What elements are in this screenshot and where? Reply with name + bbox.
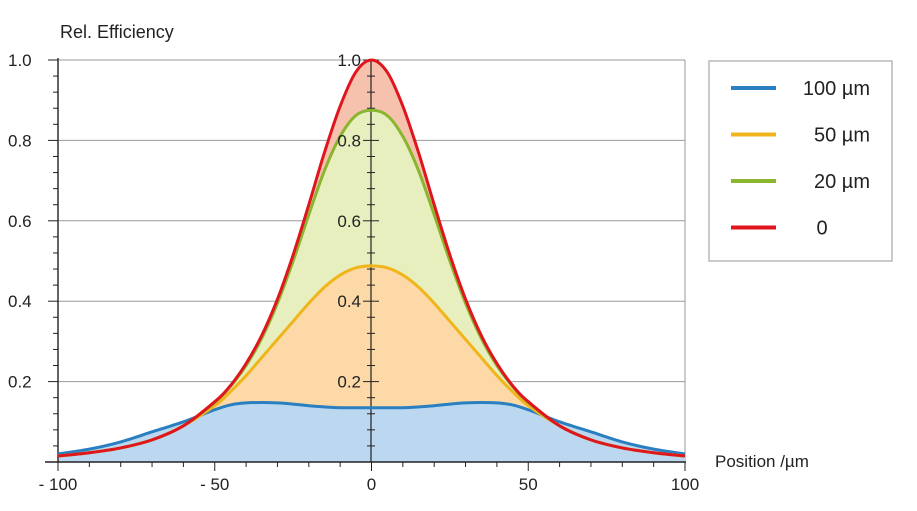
y-tick-label: 0.4 <box>8 292 32 311</box>
y-tick-label: 0.8 <box>8 131 32 150</box>
center-tick-label: 0.2 <box>337 373 361 392</box>
legend-label: 20 µm <box>814 171 870 193</box>
axes <box>45 58 686 471</box>
legend-label: 50 µm <box>814 125 870 147</box>
series-line <box>57 401 686 456</box>
series-line <box>57 58 686 458</box>
center-tick-label: 1.0 <box>337 51 361 70</box>
y-tick-label: 0.6 <box>8 212 32 231</box>
legend: 100 µm 50 µm 20 µm 0 <box>708 60 893 262</box>
x-tick-label: - 50 <box>200 475 229 494</box>
y-tick-label: 1.0 <box>8 51 32 70</box>
center-tick-label: 0.4 <box>337 292 361 311</box>
series-line <box>57 264 686 458</box>
center-tick-label: 0.6 <box>337 212 361 231</box>
y-tick-label: 0.2 <box>8 373 32 392</box>
x-tick-label: 0 <box>367 475 376 494</box>
x-tick-label: 50 <box>519 475 538 494</box>
legend-label: 0 <box>816 218 827 240</box>
x-tick-label: 100 <box>671 475 699 494</box>
tick-labels: 0.2 0.4 0.6 0.8 1.0 0.2 0.4 0.6 0.8 1.0 - 100 - 50 0… <box>8 51 699 494</box>
x-tick-label: - 100 <box>39 475 78 494</box>
center-tick-label: 0.8 <box>337 131 361 150</box>
series-lines <box>57 58 686 458</box>
legend-label: 100 µm <box>803 78 870 100</box>
chart-title: Rel. Efficiency <box>60 22 174 42</box>
x-axis-label: Position /µm <box>715 452 809 471</box>
